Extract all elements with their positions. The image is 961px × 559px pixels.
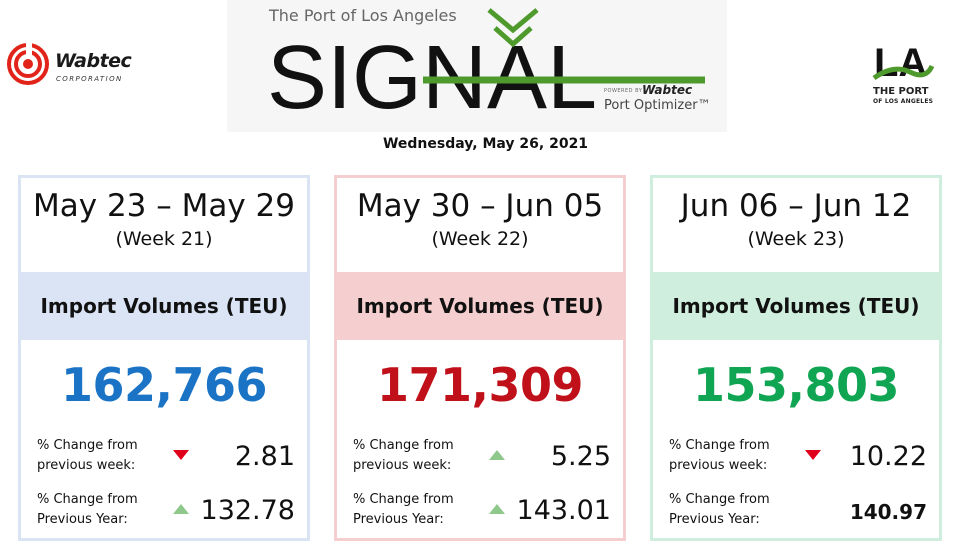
metric-label: Import Volumes (TEU) bbox=[337, 272, 623, 340]
report-date: Wednesday, May 26, 2021 bbox=[382, 136, 589, 152]
import-volume-value: 153,803 bbox=[692, 358, 900, 412]
la-mark-icon: LA bbox=[872, 41, 934, 85]
la-letters: LA bbox=[874, 41, 927, 85]
import-volume-value: 171,309 bbox=[376, 358, 584, 412]
week-card: May 30 – Jun 05 (Week 22) Import Volumes… bbox=[334, 175, 626, 541]
banner-kicker: The Port of Los Angeles bbox=[269, 6, 457, 25]
wabtec-corporation-label: CORPORATION bbox=[56, 75, 123, 83]
year-change-label: % Change from Previous Year: bbox=[669, 492, 770, 527]
week-change-label: % Change from previous week: bbox=[669, 438, 770, 473]
la-text-line2: OF LOS ANGELES bbox=[873, 98, 934, 105]
metric-label: Import Volumes (TEU) bbox=[653, 272, 939, 340]
week-change-label: % Change from previous week: bbox=[37, 438, 138, 473]
card-week: (Week 23) bbox=[747, 228, 845, 250]
import-volume-value: 162,766 bbox=[60, 358, 268, 412]
la-text-line1: THE PORT bbox=[873, 86, 929, 97]
year-change-row: % Change from Previous Year: 140.97 bbox=[669, 490, 927, 530]
up-arrow-icon bbox=[489, 504, 505, 514]
card-week: (Week 21) bbox=[115, 228, 213, 250]
week-change-row: % Change from previous week: 2.81 bbox=[37, 436, 295, 476]
week-change-row: % Change from previous week: 5.25 bbox=[353, 436, 611, 476]
year-change-row: % Change from Previous Year: 132.78 bbox=[37, 490, 295, 530]
week-card: Jun 06 – Jun 12 (Week 23) Import Volumes… bbox=[650, 175, 942, 541]
powered-by-label: POWERED BY bbox=[604, 88, 643, 94]
trend-arrow-icon bbox=[805, 504, 821, 516]
card-period: Jun 06 – Jun 12 bbox=[680, 188, 912, 224]
year-change-label: % Change from Previous Year: bbox=[37, 492, 138, 527]
powered-by-brand: Wabtec bbox=[642, 83, 693, 97]
card-period: May 23 – May 29 bbox=[33, 188, 295, 224]
metric-label: Import Volumes (TEU) bbox=[21, 272, 307, 340]
week-change-value: 10.22 bbox=[849, 441, 927, 472]
wabtec-logo: Wabtec CORPORATION bbox=[6, 42, 146, 88]
year-change-value: 140.97 bbox=[849, 500, 927, 524]
signal-wordmark: SIGNAL bbox=[267, 8, 705, 120]
signal-title: SIGNAL bbox=[267, 28, 597, 120]
up-arrow-icon bbox=[489, 450, 505, 460]
year-change-value: 143.01 bbox=[516, 495, 611, 526]
wabtec-swirl-icon bbox=[7, 42, 49, 85]
down-arrow-icon bbox=[805, 450, 821, 460]
port-of-la-logo: LA THE PORT OF LOS ANGELES bbox=[866, 38, 944, 110]
year-change-label: % Change from Previous Year: bbox=[353, 492, 454, 527]
week-change-label: % Change from previous week: bbox=[353, 438, 454, 473]
up-arrow-icon bbox=[173, 504, 189, 514]
week-card: May 23 – May 29 (Week 21) Import Volumes… bbox=[18, 175, 310, 541]
year-change-value: 132.78 bbox=[200, 495, 295, 526]
wabtec-wordmark: Wabtec bbox=[55, 50, 132, 72]
week-change-value: 5.25 bbox=[550, 441, 611, 472]
card-period: May 30 – Jun 05 bbox=[356, 188, 604, 224]
down-arrow-icon bbox=[173, 450, 189, 460]
port-optimizer-label: Port Optimizer™ bbox=[604, 98, 711, 113]
week-change-row: % Change from previous week: 10.22 bbox=[669, 436, 927, 476]
card-week: (Week 22) bbox=[431, 228, 529, 250]
week-change-value: 2.81 bbox=[234, 441, 295, 472]
year-change-row: % Change from Previous Year: 143.01 bbox=[353, 490, 611, 530]
signal-x-icon bbox=[487, 8, 539, 48]
signal-banner: The Port of Los Angeles SIGNAL POWERED B… bbox=[227, 0, 727, 132]
